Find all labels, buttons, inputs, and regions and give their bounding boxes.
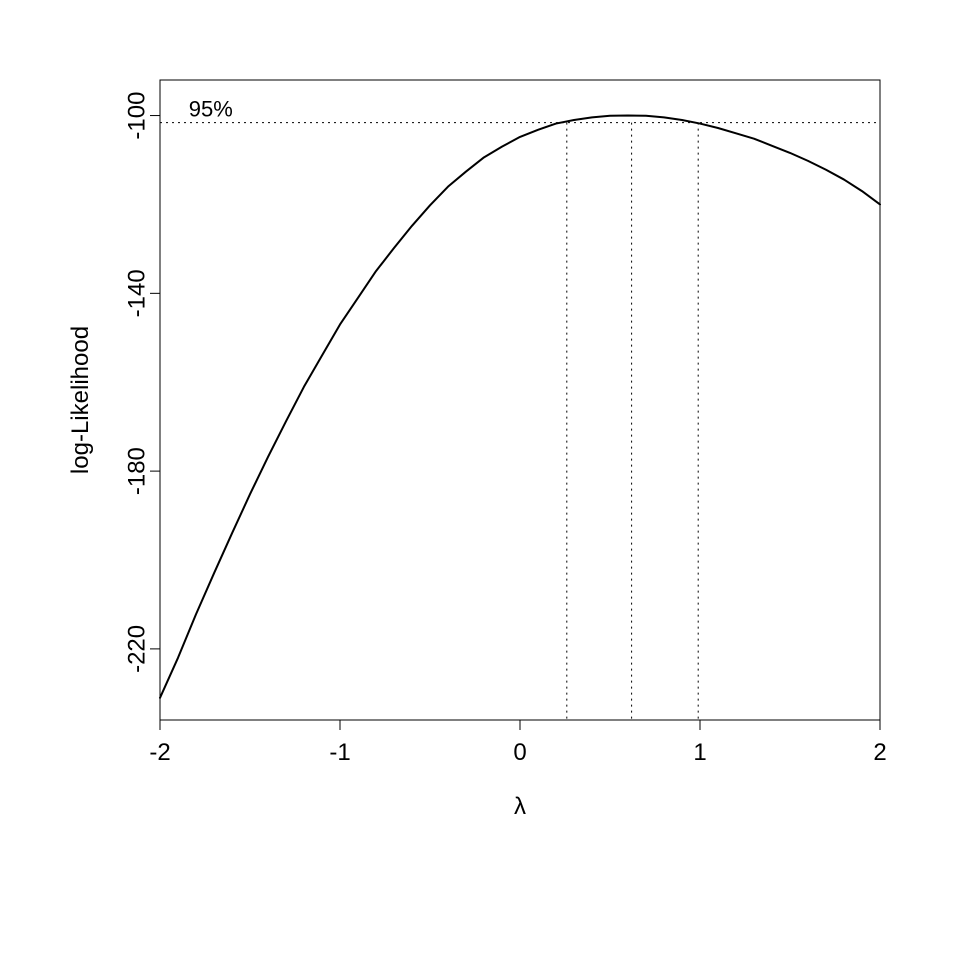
y-tick-label: -140 — [123, 269, 150, 317]
x-tick-label: -2 — [149, 739, 170, 766]
y-axis-label: log-Likelihood — [67, 326, 94, 474]
x-tick-label: -1 — [329, 739, 350, 766]
boxcox-plot: 95% -2 -1 0 1 2 -220 -180 -140 -100 λ log-Likelihoo… — [0, 0, 960, 960]
y-tick-label: -180 — [123, 447, 150, 495]
chart-container: 95% -2 -1 0 1 2 -220 -180 -140 -100 λ log-Likelihoo… — [0, 0, 960, 960]
x-tick-label: 0 — [513, 739, 526, 766]
x-tick-label: 2 — [873, 739, 886, 766]
x-axis-label: λ — [514, 793, 526, 820]
y-tick-label: -100 — [123, 92, 150, 140]
x-tick-label: 1 — [693, 739, 706, 766]
y-tick-label: -220 — [123, 625, 150, 673]
ci-label: 95% — [189, 97, 233, 122]
